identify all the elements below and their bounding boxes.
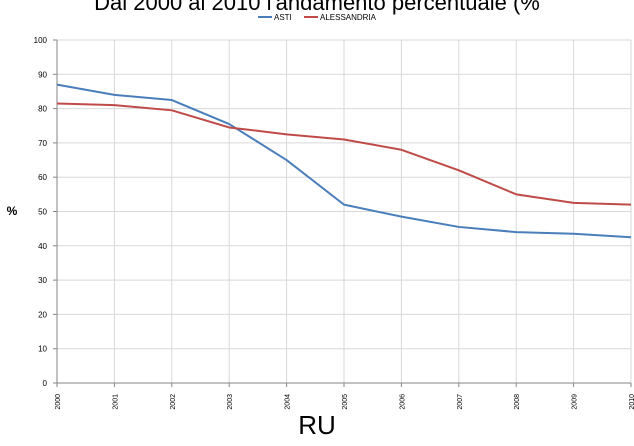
x-tick-label: 2010 — [629, 394, 634, 410]
x-tick-label: 2005 — [342, 394, 349, 410]
chart-title: Dal 2000 al 2010 l'andamento percentuale… — [94, 0, 540, 15]
x-tick-label: 2007 — [457, 394, 464, 410]
y-tick-label: 70 — [38, 139, 47, 148]
axes: 0 10 20 30 40 50 60 70 80 90 100 2000 2001 2002 2003 20… — [34, 36, 634, 410]
legend-label: ASTI — [274, 13, 292, 22]
y-tick-label: 30 — [38, 276, 47, 285]
footer-label: RU — [298, 410, 336, 440]
x-tick-label: 2000 — [55, 394, 62, 410]
x-tick-label: 2008 — [514, 394, 521, 410]
x-tick-label: 2009 — [572, 394, 579, 410]
y-tick-label: 80 — [38, 105, 47, 114]
y-tick-label: 60 — [38, 173, 47, 182]
x-tick-label: 2004 — [285, 394, 292, 410]
gridlines — [56, 39, 632, 384]
y-tick-label: 20 — [38, 310, 47, 319]
x-tick-label: 2002 — [170, 394, 177, 410]
legend: ASTI ALESSANDRIA — [258, 13, 377, 22]
x-tick-label: 2003 — [227, 394, 234, 410]
y-tick-label: 40 — [38, 242, 47, 251]
legend-label: ALESSANDRIA — [320, 13, 377, 22]
x-tick-label: 2006 — [399, 394, 406, 410]
y-tick-label: 90 — [38, 70, 47, 79]
y-tick-label: 50 — [38, 208, 47, 217]
y-tick-label: 0 — [43, 379, 48, 388]
x-tick-label: 2001 — [112, 394, 119, 410]
y-axis-label: % — [7, 204, 18, 218]
series-lines — [56, 83, 632, 239]
y-tick-label: 10 — [38, 345, 47, 354]
y-tick-label: 100 — [34, 36, 48, 45]
